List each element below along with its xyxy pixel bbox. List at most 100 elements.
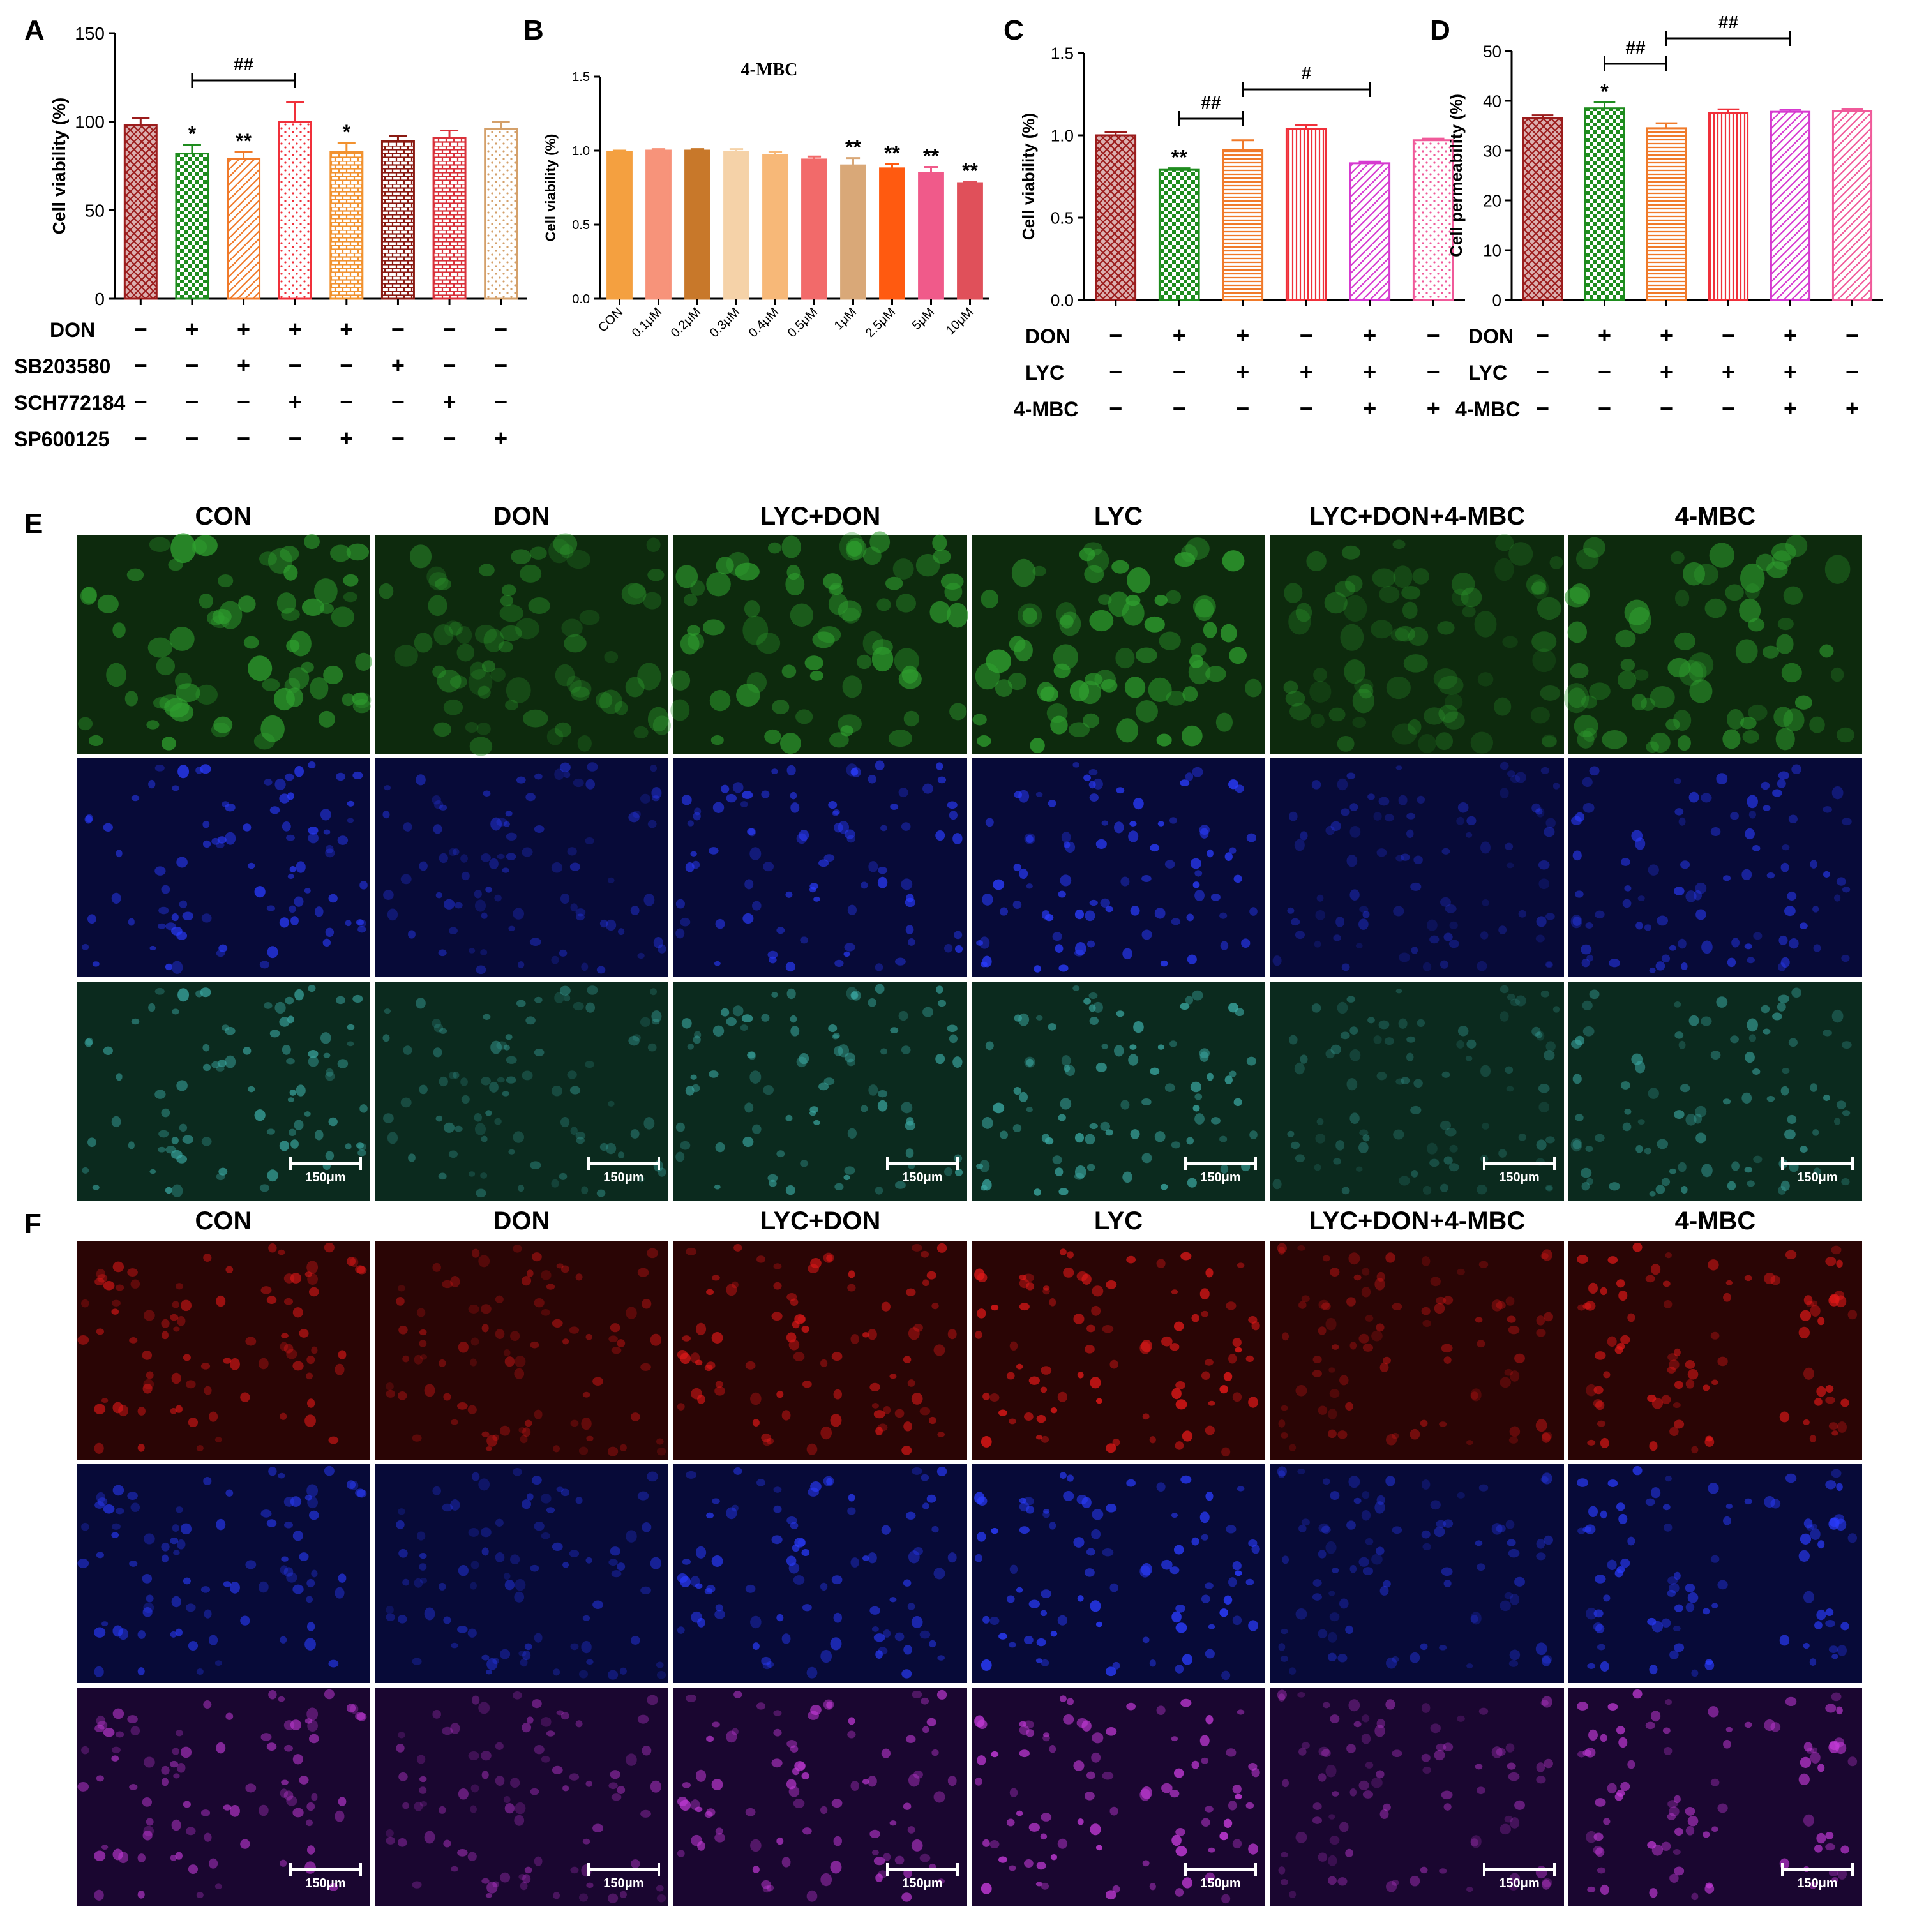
cell [1035, 1015, 1043, 1021]
cell [1349, 803, 1358, 811]
cell [1223, 1818, 1233, 1829]
cell [468, 669, 493, 696]
cell [1157, 1044, 1164, 1050]
cell [1800, 1756, 1812, 1768]
cell [742, 615, 769, 645]
cell [230, 1358, 240, 1370]
cell [1495, 534, 1514, 551]
cell [343, 592, 357, 603]
cell [522, 1427, 531, 1437]
cell [1704, 598, 1727, 618]
cell [274, 1001, 286, 1014]
cell [240, 1392, 250, 1402]
cell [432, 1709, 441, 1719]
cell [515, 1355, 526, 1368]
cell [1219, 912, 1228, 919]
cell [646, 537, 661, 552]
cell [456, 643, 475, 662]
cell [1685, 1114, 1697, 1126]
cell [1691, 1669, 1699, 1677]
cell [171, 1372, 181, 1384]
cell [686, 1247, 697, 1255]
cell [1421, 1753, 1431, 1762]
cell [1232, 1839, 1242, 1849]
cell [977, 1496, 988, 1506]
cell [709, 847, 719, 855]
cell [1353, 1497, 1362, 1504]
cell [1341, 963, 1350, 971]
cell [1393, 565, 1413, 588]
minus-sign: − [237, 389, 250, 415]
cell [712, 1498, 720, 1504]
cell [1034, 1188, 1041, 1196]
cell [1577, 1702, 1589, 1711]
cell [308, 1287, 319, 1297]
cell [1422, 1185, 1432, 1195]
cell [1199, 1511, 1210, 1524]
cell [690, 1074, 697, 1080]
cell [985, 1041, 994, 1051]
cell [1603, 1818, 1611, 1825]
cell [785, 573, 805, 596]
cell [1246, 833, 1256, 842]
cell [1655, 961, 1665, 971]
micrograph-merge-green: 150μm [1568, 982, 1862, 1201]
cell [1508, 1659, 1519, 1667]
cell [954, 1168, 963, 1176]
significance-mark: ** [962, 160, 978, 183]
cell [560, 1712, 569, 1720]
cell [640, 1809, 651, 1818]
cell [1341, 545, 1360, 560]
cell [508, 925, 515, 931]
cell [1280, 1655, 1289, 1662]
cell [931, 1525, 939, 1533]
cell [1810, 1300, 1818, 1307]
cell [1223, 1372, 1233, 1382]
cell [1219, 1832, 1229, 1841]
cell [1571, 816, 1582, 825]
cell [818, 859, 829, 867]
cell [1122, 1171, 1132, 1183]
cell [715, 1381, 723, 1388]
cell [179, 900, 188, 909]
cell [1379, 586, 1400, 603]
cell [793, 1352, 805, 1361]
cell [1013, 864, 1021, 872]
cell [828, 1024, 838, 1033]
cell [706, 1289, 714, 1296]
cell [850, 1781, 859, 1791]
cell [216, 1742, 226, 1754]
cell [873, 1633, 885, 1642]
cell [243, 1047, 252, 1055]
cell [147, 637, 173, 658]
scale-bar-label: 150μm [603, 1171, 643, 1185]
cell [290, 1139, 299, 1149]
cell [161, 1108, 170, 1118]
cell [1050, 1407, 1058, 1414]
minus-sign: − [1722, 395, 1735, 421]
cell [1831, 786, 1844, 800]
minus-sign: − [1536, 359, 1549, 385]
cell [937, 1878, 945, 1884]
cell [1235, 1793, 1242, 1800]
cell [1577, 1478, 1589, 1487]
bar [840, 164, 866, 300]
cell [1582, 728, 1597, 742]
cell [398, 1285, 405, 1292]
cell [286, 639, 300, 652]
cell [112, 1402, 123, 1414]
cell [1154, 908, 1166, 919]
cell [1295, 1608, 1307, 1620]
cell [481, 912, 488, 919]
cell [610, 1323, 620, 1333]
cell [325, 848, 335, 858]
cell [1410, 1652, 1420, 1663]
cell [1674, 1827, 1683, 1836]
cell [176, 1506, 183, 1513]
cell [1645, 1721, 1655, 1730]
cell [677, 1403, 685, 1411]
cell [1841, 955, 1850, 962]
cell [414, 1354, 423, 1365]
cell [1813, 944, 1821, 952]
